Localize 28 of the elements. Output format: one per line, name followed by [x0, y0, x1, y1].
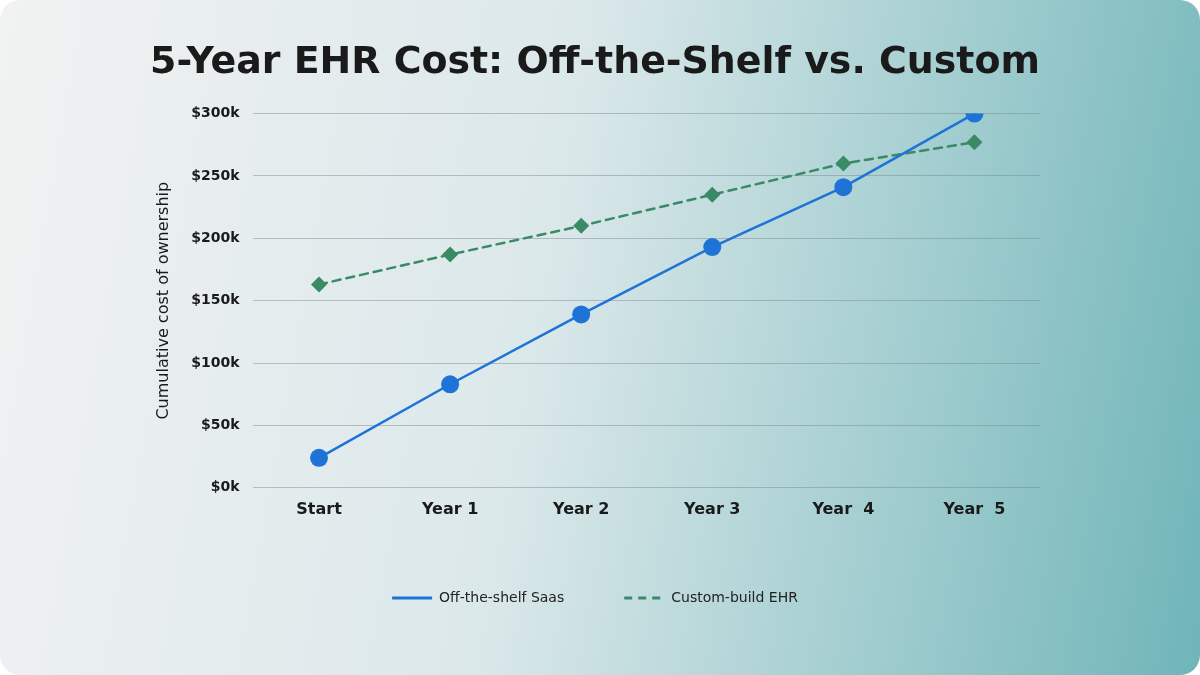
point — [573, 217, 590, 234]
x-tick-label: Year 1 — [420, 498, 479, 518]
x-tick-label: Year 2 — [552, 498, 610, 518]
y-tick-label: $100k — [191, 353, 241, 370]
x-tick-label: Start — [296, 498, 343, 518]
y-tick-label: $200k — [191, 228, 241, 245]
point — [442, 246, 459, 263]
point — [834, 178, 853, 197]
point — [704, 186, 721, 203]
chart-title: 5-Year EHR Cost: Off-the-Shelf vs. Custom — [150, 37, 1040, 82]
point — [311, 276, 328, 293]
x-tick-label: Year 5 — [942, 498, 1006, 518]
point — [966, 134, 983, 151]
point — [441, 375, 460, 394]
x-tick-label: Year 4 — [811, 498, 875, 518]
y-tick-label: $0k — [210, 478, 241, 495]
y-tick-label: $300k — [191, 104, 241, 121]
legend-label: Custom-build EHR — [671, 588, 799, 605]
legend-label: Off-the-shelf Saas — [439, 588, 565, 605]
point — [703, 238, 722, 257]
y-tick-label: $150k — [191, 291, 241, 308]
point — [572, 305, 591, 324]
y-axis-title: Cumulative cost of ownership — [152, 181, 172, 420]
x-tick-label: Year 3 — [683, 498, 741, 518]
point — [310, 448, 329, 467]
y-tick-label: $50k — [200, 416, 241, 433]
point — [835, 155, 852, 172]
y-tick-label: $250k — [191, 166, 241, 183]
